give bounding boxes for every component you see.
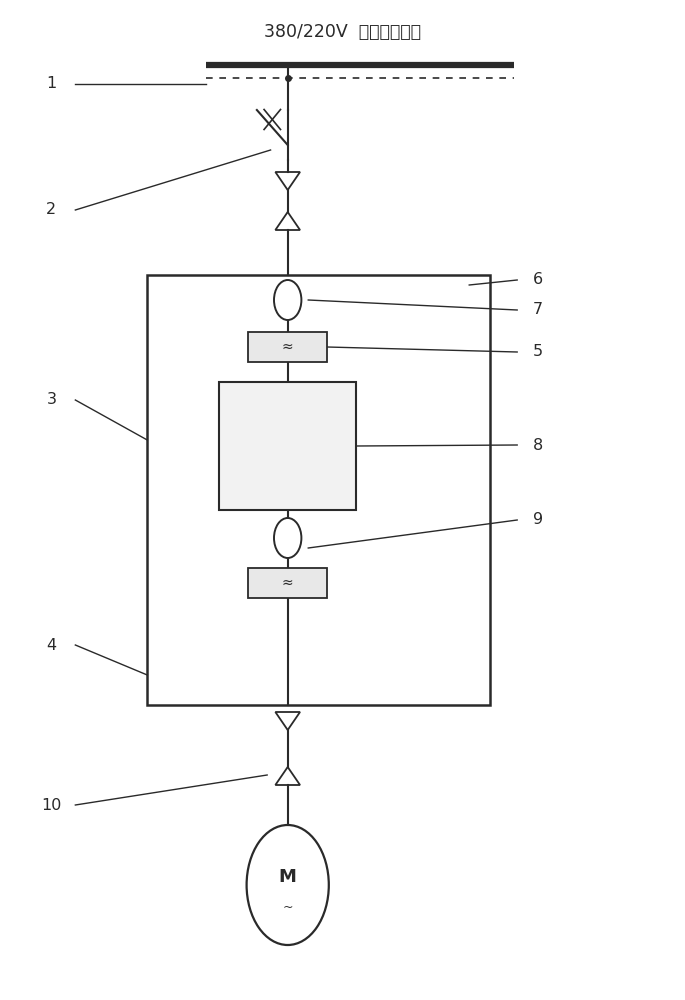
Text: 380/220V  配电柜主母线: 380/220V 配电柜主母线 bbox=[264, 23, 421, 41]
Text: 1: 1 bbox=[47, 77, 56, 92]
Text: M: M bbox=[279, 868, 297, 886]
Circle shape bbox=[247, 825, 329, 945]
Text: 7: 7 bbox=[533, 302, 543, 318]
Text: 3: 3 bbox=[47, 392, 56, 408]
Text: 9: 9 bbox=[533, 512, 543, 528]
Circle shape bbox=[274, 280, 301, 320]
Text: 2: 2 bbox=[47, 202, 56, 218]
Text: ≈: ≈ bbox=[282, 576, 293, 590]
Text: 10: 10 bbox=[41, 798, 62, 812]
Text: ≈: ≈ bbox=[282, 340, 293, 354]
Bar bbox=[147, 275, 490, 705]
Bar bbox=[248, 332, 327, 362]
Bar bbox=[248, 568, 327, 598]
Circle shape bbox=[274, 518, 301, 558]
Text: 8: 8 bbox=[533, 438, 543, 452]
Text: ~: ~ bbox=[282, 900, 293, 914]
Text: 5: 5 bbox=[533, 344, 543, 360]
Bar bbox=[219, 382, 356, 510]
Text: 6: 6 bbox=[533, 272, 543, 288]
Text: 4: 4 bbox=[47, 638, 56, 652]
